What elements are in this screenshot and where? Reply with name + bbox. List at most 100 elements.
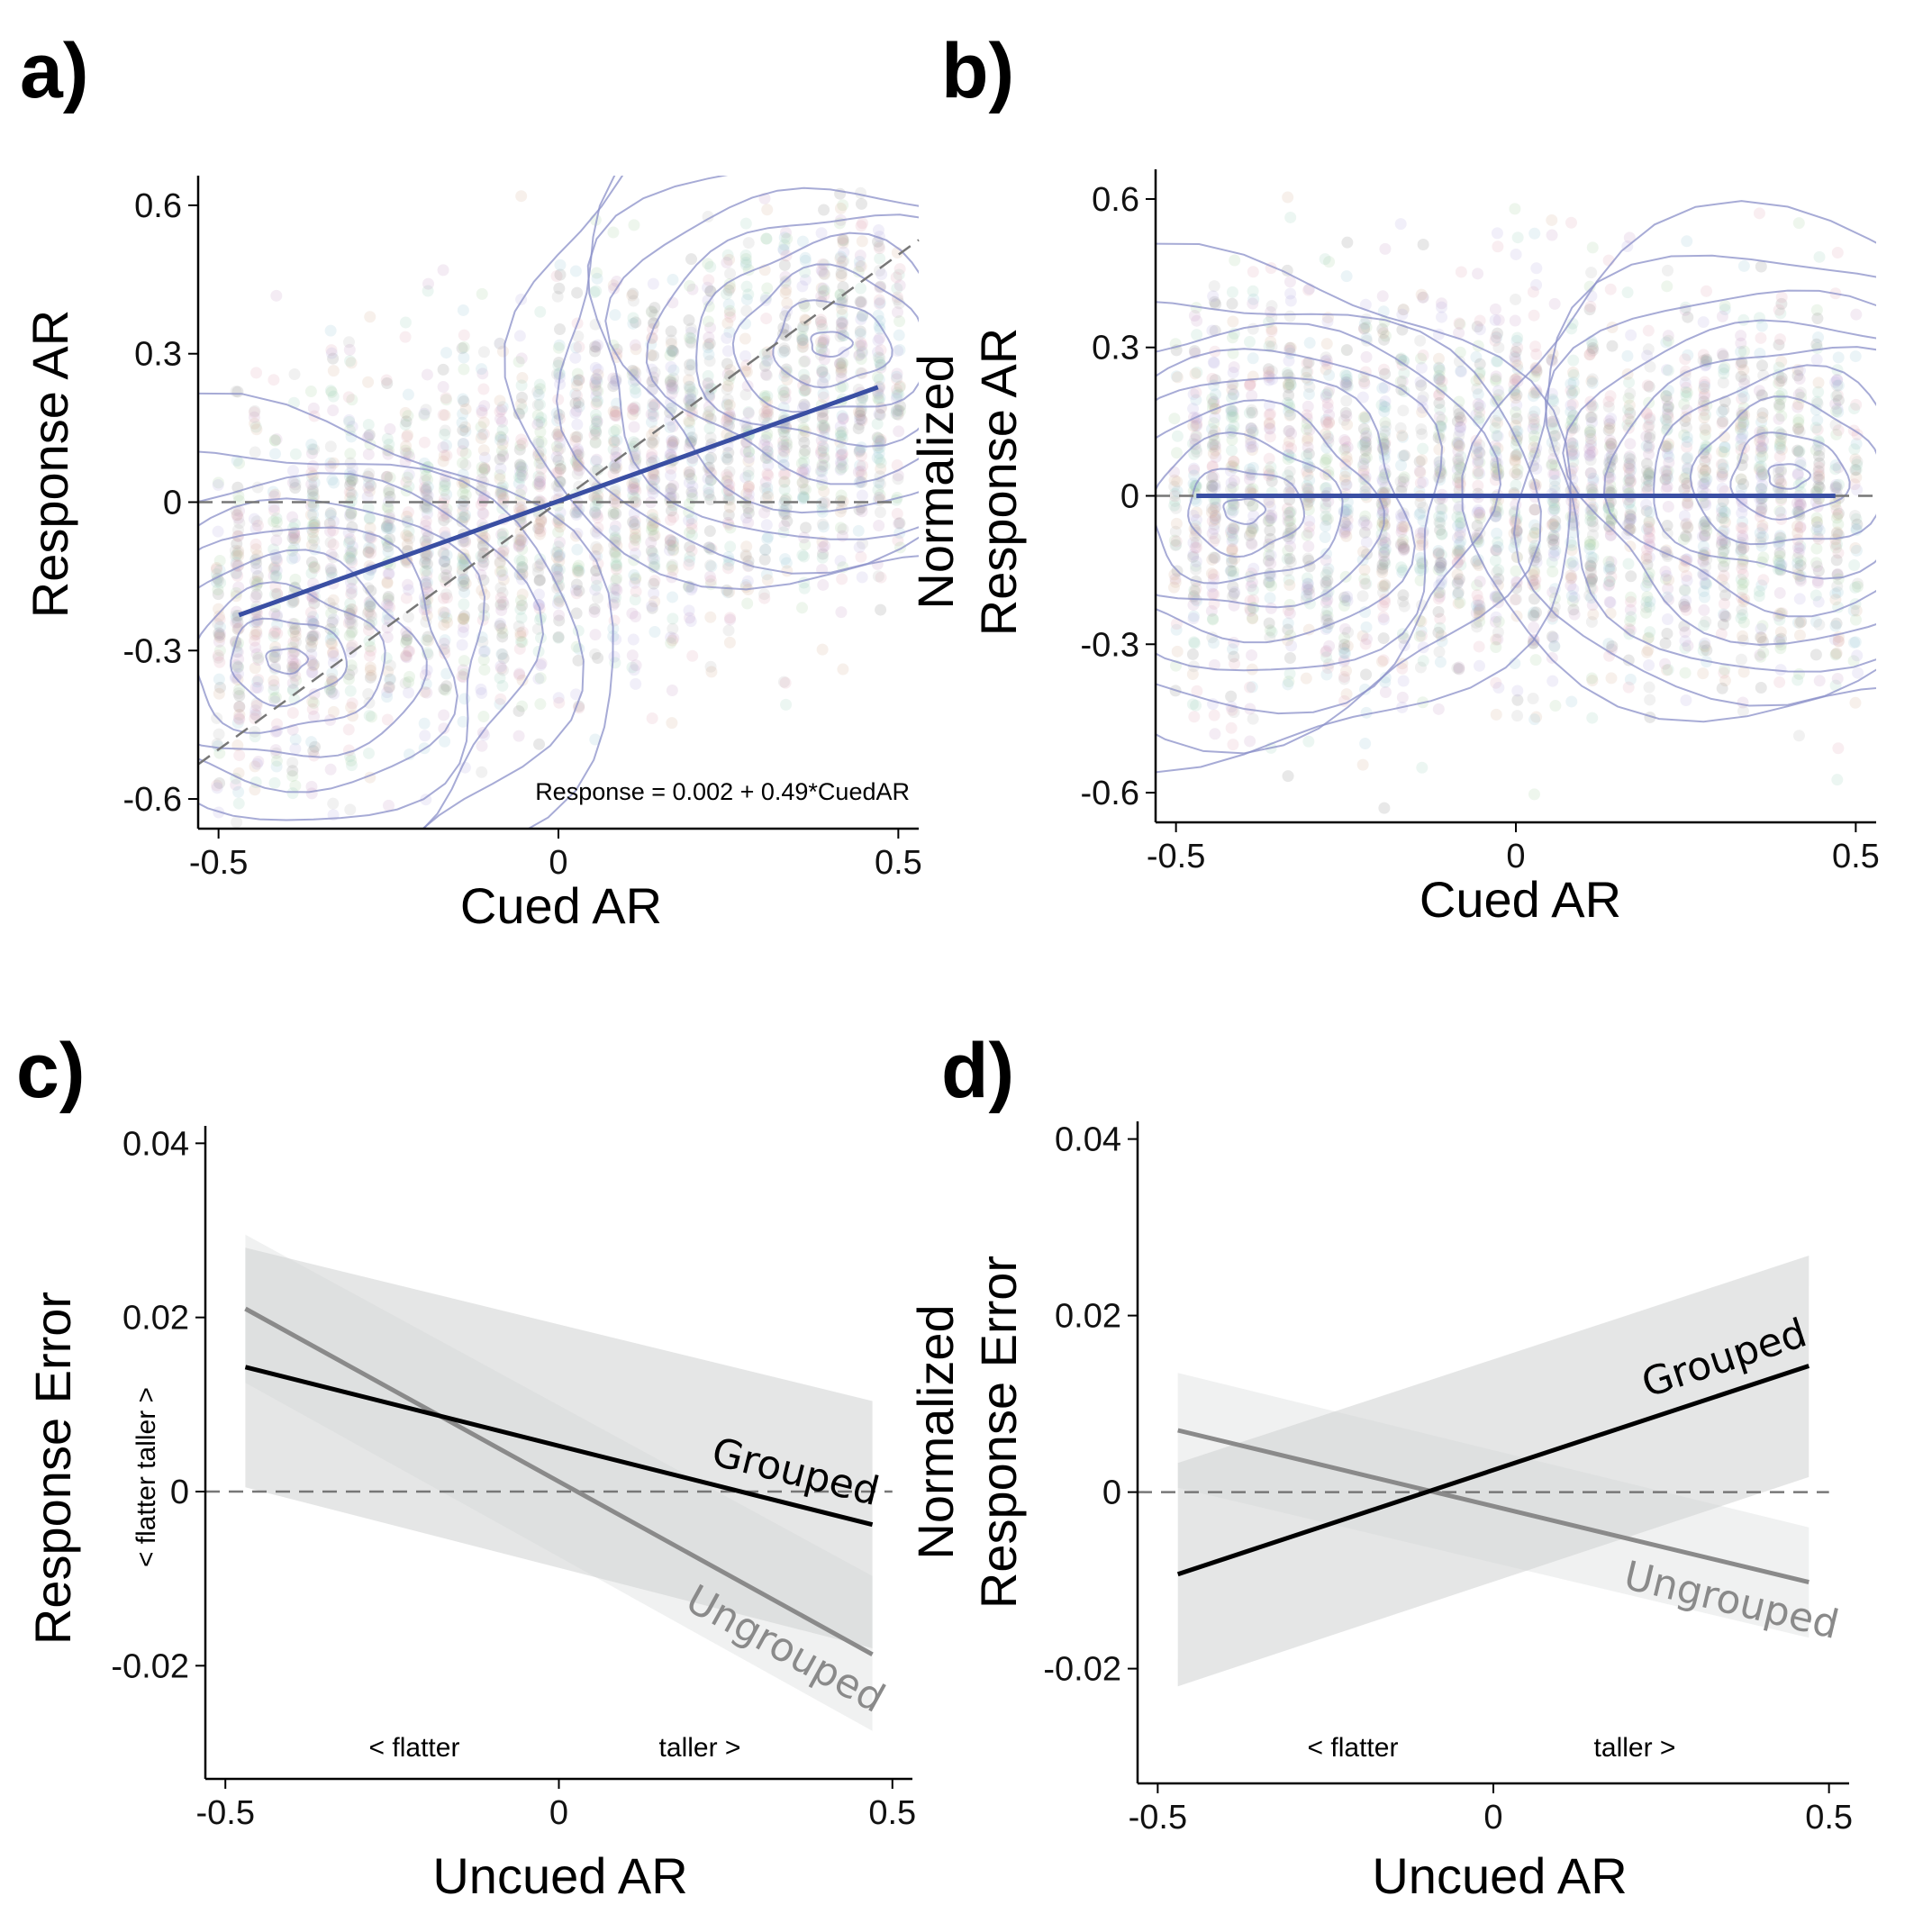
scatter-point — [1209, 502, 1221, 514]
scatter-point — [1356, 459, 1369, 472]
scatter-point — [325, 607, 338, 620]
scatter-point — [1396, 430, 1409, 442]
scatter-points — [1167, 191, 1864, 814]
scatter-point — [421, 686, 433, 699]
scatter-point — [666, 483, 678, 495]
scatter-point — [667, 372, 680, 385]
scatter-point — [533, 575, 546, 587]
scatter-point — [1698, 390, 1710, 403]
scatter-point — [1831, 509, 1844, 522]
scatter-point — [781, 515, 794, 528]
scatter-point — [1547, 496, 1560, 509]
scatter-point — [420, 485, 432, 497]
scatter-point — [1680, 603, 1692, 616]
scatter-point — [891, 282, 903, 295]
scatter-point — [1585, 556, 1598, 568]
scatter-point — [1321, 610, 1334, 622]
scatter-point — [514, 533, 527, 546]
scatter-point — [1415, 625, 1428, 638]
scatter-point — [346, 489, 358, 502]
scatter-point — [1586, 675, 1599, 687]
scatter-point — [212, 476, 224, 489]
scatter-point — [554, 259, 567, 271]
scatter-point — [250, 699, 263, 712]
scatter-point — [1773, 333, 1786, 346]
scatter-point — [723, 277, 736, 290]
scatter-point — [646, 416, 658, 429]
scatter-point — [326, 667, 339, 679]
scatter-point — [534, 476, 547, 488]
scatter-point — [213, 644, 226, 657]
scatter-point — [400, 476, 413, 488]
scatter-point — [1584, 514, 1597, 527]
scatter-point — [458, 598, 470, 611]
scatter-point — [1719, 663, 1731, 676]
scatter-point — [1528, 606, 1540, 619]
scatter-point — [1756, 522, 1769, 535]
scatter-point — [364, 311, 376, 323]
scatter-point — [571, 564, 584, 576]
scatter-point — [1621, 349, 1634, 362]
scatter-point — [1735, 358, 1747, 371]
scatter-point — [1415, 379, 1428, 392]
scatter-point — [1849, 464, 1862, 476]
scatter-point — [229, 544, 241, 557]
scatter-point — [761, 390, 774, 403]
scatter-point — [1379, 367, 1392, 380]
scatter-point — [1414, 564, 1427, 576]
scatter-point — [402, 578, 414, 591]
scatter-point — [571, 431, 584, 443]
scatter-point — [1436, 375, 1448, 387]
scatter-point — [1247, 322, 1259, 335]
scatter-point — [401, 510, 413, 522]
scatter-point — [1206, 480, 1219, 493]
scatter-point — [342, 617, 355, 630]
scatter-point — [532, 470, 545, 483]
scatter-point — [440, 616, 453, 629]
scatter-point — [854, 249, 866, 262]
scatter-point — [364, 661, 376, 674]
scatter-point — [289, 573, 302, 585]
scatter-point — [1643, 631, 1655, 644]
scatter-point — [1414, 376, 1427, 388]
scatter-point — [553, 696, 566, 709]
scatter-point — [1376, 290, 1389, 303]
scatter-point — [1791, 506, 1804, 519]
scatter-point — [1283, 579, 1296, 591]
scatter-point — [798, 492, 811, 504]
scatter-point — [286, 511, 299, 523]
scatter-point — [308, 560, 321, 573]
scatter-point — [553, 614, 566, 627]
scatter-point — [515, 459, 528, 472]
scatter-point — [476, 687, 488, 700]
scatter-point — [1206, 372, 1219, 385]
scatter-point — [1414, 527, 1427, 540]
scatter-point — [1624, 513, 1637, 525]
scatter-point — [1546, 630, 1558, 643]
scatter-point — [835, 489, 848, 502]
scatter-point — [1341, 594, 1354, 607]
scatter-point — [1584, 432, 1597, 445]
scatter-point — [384, 522, 396, 535]
scatter-point — [1436, 511, 1448, 523]
scatter-point — [286, 465, 299, 477]
scatter-point — [1190, 563, 1202, 576]
scatter-point — [1584, 436, 1597, 449]
scatter-point — [630, 437, 642, 449]
scatter-point — [1224, 565, 1237, 577]
scatter-point — [1585, 416, 1598, 429]
scatter-point — [721, 383, 733, 395]
scatter-point — [1453, 458, 1465, 470]
scatter-point — [1490, 544, 1502, 557]
scatter-point — [1283, 425, 1295, 438]
scatter-point — [1680, 530, 1692, 542]
scatter-point — [667, 420, 679, 432]
scatter-point — [1624, 673, 1637, 685]
scatter-point — [550, 546, 563, 558]
scatter-point — [777, 346, 790, 358]
scatter-point — [289, 733, 302, 746]
scatter-point — [610, 405, 622, 418]
scatter-point — [1849, 636, 1862, 649]
scatter-point — [1586, 341, 1599, 354]
scatter-point — [739, 253, 752, 266]
